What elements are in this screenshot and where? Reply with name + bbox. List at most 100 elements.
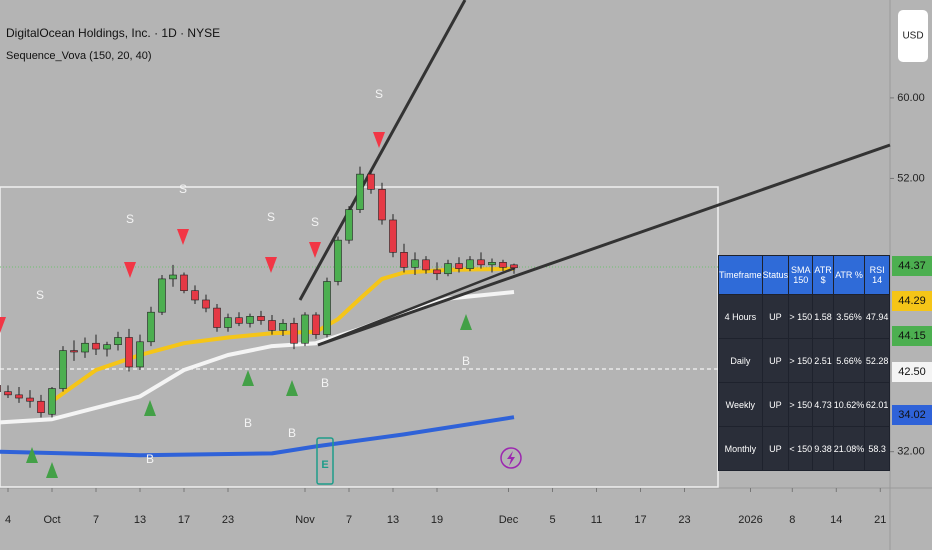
trend-line [317, 266, 516, 347]
currency-button[interactable] [898, 10, 928, 62]
x-tick-label: 19 [431, 514, 443, 526]
table-row: Monthly UP < 150 9.38 21.08% 58.3 [718, 426, 890, 471]
x-tick-label: Nov [295, 514, 315, 526]
buy-arrow [26, 447, 38, 463]
indicator-label: Sequence_Vova (150, 20, 40) [6, 50, 152, 62]
x-tick-label: 5 [549, 514, 555, 526]
sell-arrow [309, 242, 321, 258]
x-tick-label: 17 [634, 514, 646, 526]
candle-body [224, 317, 232, 328]
candle-body [411, 259, 419, 268]
candle-body [257, 316, 265, 321]
candle-body [279, 322, 287, 331]
candle-body [455, 263, 463, 269]
table-cell: < 150 [788, 426, 814, 471]
x-tick-label: 4 [5, 514, 11, 526]
trend-line [317, 143, 891, 347]
candle-body [290, 322, 298, 344]
x-tick-label: 8 [789, 514, 795, 526]
candle-body [389, 219, 397, 253]
table-cell: Monthly [718, 426, 763, 471]
buy-arrow [46, 462, 58, 478]
price-badge-label: 44.29 [898, 295, 926, 307]
buy-label: B [244, 416, 252, 430]
earnings-icon-label: E [321, 459, 328, 471]
table-cell: 5.66% [832, 338, 866, 383]
table-cell: > 150 [788, 382, 814, 427]
candle-body [125, 337, 133, 368]
candle-body [180, 274, 188, 291]
x-tick-label: 7 [93, 514, 99, 526]
candle-body [15, 394, 23, 399]
earnings-icon[interactable] [316, 437, 334, 485]
moving-average [0, 415, 515, 458]
chart-title: DigitalOcean Holdings, Inc. · 1D · NYSE [6, 26, 220, 40]
sell-label: S [311, 215, 319, 229]
table-cell: > 150 [788, 338, 814, 383]
header-cell: ATR % [832, 255, 866, 295]
candle-body [356, 173, 364, 210]
price-badge [892, 291, 932, 311]
price-badge [892, 256, 932, 276]
candle-body [235, 317, 243, 324]
candle-body [301, 314, 309, 344]
header-cell: RSI 14 [864, 255, 890, 295]
candle-body [488, 262, 496, 266]
table-cell: 2.51 [812, 338, 834, 383]
candle-body [312, 314, 320, 335]
x-tick-label: 13 [134, 514, 146, 526]
candle-body [499, 262, 507, 268]
price-badge [892, 405, 932, 425]
candle-body [378, 189, 386, 221]
table-cell: 47.94 [864, 294, 890, 339]
candle-body [26, 397, 34, 402]
candle-body [59, 350, 67, 389]
table-cell: 52.28 [864, 338, 890, 383]
candle-body [323, 281, 331, 335]
table-row: Daily UP > 150 2.51 5.66% 52.28 [718, 338, 890, 383]
candle-body [213, 307, 221, 328]
candle-body [103, 344, 111, 350]
candle-body [510, 264, 518, 269]
status-table: Timeframe Status SMA 150 ATR $ ATR % RSI 14 4 … [718, 255, 890, 471]
table-cell: 62.01 [864, 382, 890, 427]
buy-arrow [242, 370, 254, 386]
candle-body [158, 278, 166, 313]
header-cell: Status [761, 255, 790, 295]
sell-label: S [267, 210, 275, 224]
candle-body [0, 385, 1, 392]
price-badge-label: 44.37 [898, 260, 926, 272]
x-tick-label: 23 [222, 514, 234, 526]
buy-label: B [462, 354, 470, 368]
candle-body [246, 316, 254, 324]
table-row: 4 Hours UP > 150 1.58 3.56% 47.94 [718, 294, 890, 339]
sell-arrow [373, 132, 385, 148]
table-cell: Weekly [718, 382, 763, 427]
x-tick-label: 2026 [738, 514, 762, 526]
x-tick-label: 13 [387, 514, 399, 526]
sell-label: S [36, 288, 44, 302]
table-cell: UP [761, 382, 790, 427]
candle-body [48, 388, 56, 415]
price-badge-label: 44.15 [898, 330, 926, 342]
buy-arrow [144, 400, 156, 416]
candle-body [367, 173, 375, 190]
candle-body [433, 269, 441, 275]
x-tick-label: 23 [678, 514, 690, 526]
price-badge-label: 42.50 [898, 366, 926, 378]
candle-body [81, 342, 89, 353]
table-cell: 58.3 [864, 426, 890, 471]
candle-body [147, 311, 155, 343]
dividend-icon[interactable] [500, 447, 522, 469]
table-cell: 9.38 [812, 426, 834, 471]
x-tick-label: 7 [346, 514, 352, 526]
x-tick-label: Dec [499, 514, 519, 526]
header-cell: Timeframe [718, 255, 763, 295]
price-badge [892, 326, 932, 346]
table-cell: 4.73 [812, 382, 834, 427]
table-cell: Daily [718, 338, 763, 383]
table-cell: 3.56% [832, 294, 866, 339]
buy-arrow [286, 380, 298, 396]
table-cell: 4 Hours [718, 294, 763, 339]
